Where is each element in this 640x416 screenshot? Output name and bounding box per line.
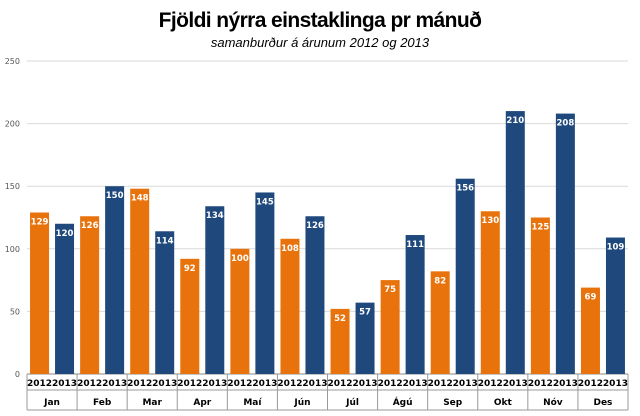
data-label: 210 (506, 116, 524, 126)
x-month-label: Feb (93, 398, 112, 408)
data-label: 148 (131, 194, 149, 204)
bar-Jún-2013 (305, 216, 325, 374)
bar-Feb-2012 (80, 216, 100, 374)
data-label: 129 (31, 217, 49, 227)
x-year-label: 2013 (152, 379, 177, 389)
bar-Nóv-2013 (555, 113, 575, 375)
y-tick-label: 100 (5, 245, 20, 254)
x-year-label: 2013 (252, 379, 277, 389)
x-month-label: Jan (43, 398, 60, 408)
x-year-label: 2013 (353, 379, 378, 389)
bar-Jún-2012 (280, 238, 300, 374)
data-label: 108 (281, 244, 299, 254)
data-label: 134 (206, 211, 224, 221)
x-month-label: Nóv (543, 397, 563, 408)
data-label: 109 (607, 243, 625, 253)
data-label: 145 (256, 197, 274, 207)
x-month-label: Maí (243, 398, 262, 408)
x-year-label: 2012 (328, 379, 353, 389)
bar-Júl-2013 (355, 302, 375, 374)
bar-Nóv-2012 (530, 217, 550, 374)
data-label: 156 (456, 184, 474, 194)
x-year-label: 2013 (553, 379, 578, 389)
x-year-label: 2012 (378, 379, 403, 389)
bar-Des-2012 (580, 287, 600, 374)
y-axis-ticks: 0 50 100 150 200 250 (5, 57, 20, 379)
y-tick-label: 200 (5, 120, 20, 129)
bar-Okt-2013 (505, 111, 525, 374)
x-year-label: 2012 (528, 379, 553, 389)
y-tick-label: 0 (15, 370, 20, 379)
bar-Sep-2012 (430, 271, 450, 374)
data-label: 120 (56, 229, 74, 239)
bar-Sep-2013 (455, 178, 475, 374)
x-year-label: 2012 (127, 379, 152, 389)
data-label: 150 (106, 191, 124, 201)
data-label: 82 (434, 276, 446, 286)
x-year-label: 2012 (77, 379, 102, 389)
x-month-label: Des (593, 398, 612, 408)
x-year-label: 2012 (428, 379, 453, 389)
data-labels: 129 120 126 150 148 114 92 134 100 145 108 126 52 57 7… (31, 116, 625, 324)
x-year-label: 2013 (503, 379, 528, 389)
bar-Apr-2013 (205, 206, 225, 374)
bar-Mar-2013 (155, 231, 175, 374)
data-label: 114 (156, 236, 174, 246)
x-month-label: Ágú (393, 396, 413, 408)
data-label: 130 (481, 216, 499, 226)
data-label: 92 (184, 264, 196, 274)
bar-Okt-2012 (480, 211, 500, 374)
data-label: 52 (334, 314, 346, 324)
bar-Júl-2012 (330, 308, 350, 374)
y-tick-label: 50 (10, 307, 20, 316)
bar-Apr-2012 (180, 258, 200, 374)
data-label: 100 (231, 254, 249, 264)
data-label: 57 (359, 308, 371, 318)
x-year-label: 2012 (177, 379, 202, 389)
x-year-label: 2012 (227, 379, 252, 389)
x-year-label: 2012 (578, 379, 603, 389)
chart-title: Fjöldi nýrra einstaklinga pr mánuð (159, 9, 482, 32)
bar-Jan-2013 (55, 223, 75, 374)
bar-Ágú-2013 (405, 235, 425, 374)
bar-Ágú-2012 (380, 280, 400, 374)
x-month-label: Júl (345, 398, 359, 408)
x-year-label: 2013 (102, 379, 127, 389)
data-label: 125 (532, 223, 550, 233)
chart-subtitle: samanburður á árunum 2012 og 2013 (211, 35, 430, 50)
x-month-label: Mar (142, 398, 162, 408)
data-label: 126 (81, 221, 99, 231)
x-month-label: Apr (193, 398, 211, 408)
bar-Maí-2013 (255, 192, 275, 374)
x-month-label: Jún (293, 398, 310, 408)
x-year-label: 2013 (202, 379, 227, 389)
data-label: 126 (306, 221, 324, 231)
x-year-label: 2012 (277, 379, 302, 389)
x-year-label: 2012 (27, 379, 52, 389)
data-label: 69 (585, 293, 597, 303)
x-year-label: 2013 (302, 379, 327, 389)
x-month-label: Okt (494, 398, 513, 408)
bars (30, 111, 625, 375)
bar-Mar-2012 (130, 188, 150, 374)
x-year-label: 2013 (453, 379, 478, 389)
bar-Jan-2012 (30, 212, 50, 374)
x-year-label: 2013 (603, 379, 628, 389)
x-year-label: 2013 (52, 379, 77, 389)
x-year-label: 2012 (478, 379, 503, 389)
data-label: 111 (406, 240, 424, 250)
x-year-label: 2013 (403, 379, 428, 389)
x-month-label: Sep (443, 398, 463, 408)
y-tick-label: 250 (5, 57, 20, 66)
bar-Feb-2013 (105, 186, 125, 374)
bar-Des-2013 (605, 237, 625, 374)
data-label: 75 (384, 285, 396, 295)
data-label: 208 (557, 119, 575, 129)
y-tick-label: 150 (5, 182, 20, 191)
bar-Maí-2012 (230, 248, 250, 374)
